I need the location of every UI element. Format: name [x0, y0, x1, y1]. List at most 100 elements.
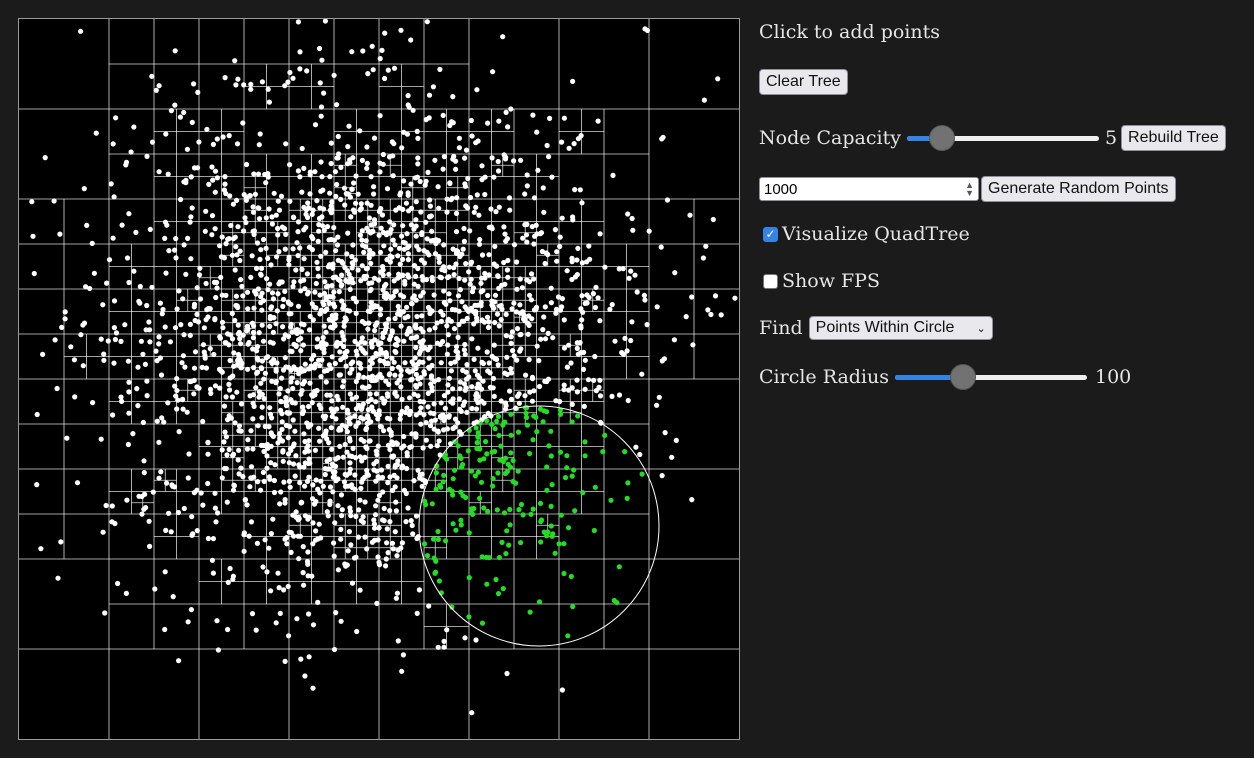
point [632, 272, 638, 278]
point [156, 439, 162, 445]
point [352, 487, 358, 493]
show-fps-row[interactable]: Show FPS [763, 270, 880, 292]
point [279, 419, 285, 425]
point [281, 479, 287, 485]
point [320, 206, 327, 212]
rebuild-tree-button[interactable]: Rebuild Tree [1121, 125, 1226, 151]
point [332, 304, 338, 310]
point [372, 303, 378, 309]
point [244, 289, 251, 295]
point [270, 329, 276, 335]
point [338, 357, 344, 363]
point [374, 600, 380, 607]
point [393, 595, 399, 601]
circle-radius-slider[interactable] [895, 364, 1087, 390]
point [321, 227, 327, 233]
point [210, 177, 216, 183]
point [217, 334, 223, 340]
point [465, 175, 471, 182]
point [250, 209, 257, 215]
point [273, 620, 279, 626]
point [223, 340, 229, 346]
found-point [453, 527, 459, 533]
find-select[interactable]: Points Within Circle ⌄ [808, 316, 993, 340]
point [227, 375, 233, 381]
point [338, 283, 344, 289]
clear-tree-button[interactable]: Clear Tree [759, 69, 848, 95]
point [463, 203, 469, 209]
found-point [608, 497, 614, 503]
point [474, 315, 480, 321]
point [373, 399, 379, 405]
point [149, 139, 156, 145]
point [376, 232, 382, 238]
find-row: Find Points Within Circle ⌄ [759, 316, 993, 340]
point [628, 337, 634, 344]
node-capacity-slider[interactable] [906, 125, 1099, 151]
slider-thumb[interactable] [928, 125, 955, 151]
point [110, 141, 116, 147]
point [212, 505, 218, 511]
point [250, 392, 256, 398]
point [338, 492, 345, 498]
point [187, 321, 193, 327]
point [327, 484, 334, 490]
point [312, 169, 318, 175]
random-points-input[interactable]: 1000 ▲ ▼ [759, 177, 979, 201]
point [368, 260, 374, 266]
point [317, 80, 323, 86]
point [451, 326, 458, 332]
point [399, 668, 405, 674]
point [312, 122, 319, 128]
point [385, 67, 391, 73]
found-point [440, 479, 446, 485]
found-point [625, 480, 631, 486]
point [390, 237, 396, 243]
point [616, 392, 623, 398]
visualize-quadtree-checkbox[interactable]: ✓ [763, 226, 778, 242]
point [371, 191, 377, 197]
point [133, 229, 139, 235]
point [162, 235, 168, 241]
point [228, 222, 234, 229]
point [490, 69, 496, 75]
point [89, 240, 95, 246]
spinner-icon[interactable]: ▲ ▼ [965, 180, 974, 198]
point [498, 317, 504, 323]
point [59, 324, 65, 330]
show-fps-checkbox[interactable] [763, 273, 778, 289]
point [110, 412, 116, 418]
point [441, 288, 447, 294]
point [469, 336, 475, 342]
found-point [500, 422, 506, 428]
point [441, 644, 447, 650]
point [286, 257, 292, 263]
point [305, 289, 311, 295]
point [628, 268, 634, 274]
point [229, 252, 235, 258]
point [559, 215, 565, 221]
slider-thumb[interactable] [949, 364, 976, 390]
point [182, 364, 188, 370]
point [275, 440, 281, 446]
generate-random-points-button[interactable]: Generate Random Points [981, 176, 1176, 202]
point [315, 273, 321, 279]
quadtree-visualization[interactable] [19, 19, 739, 739]
found-point [443, 538, 449, 544]
point [240, 332, 246, 338]
point [365, 326, 371, 332]
point [473, 204, 479, 210]
point [496, 285, 502, 291]
visualize-quadtree-row[interactable]: ✓ Visualize QuadTree [763, 223, 970, 245]
found-point [557, 411, 564, 417]
quadtree-canvas[interactable] [18, 18, 740, 740]
point [254, 240, 261, 246]
point [400, 652, 406, 658]
point [78, 28, 84, 34]
point [259, 322, 265, 328]
point [324, 509, 330, 515]
point [392, 289, 398, 295]
point [304, 478, 311, 484]
point [391, 222, 397, 228]
point [595, 118, 601, 124]
